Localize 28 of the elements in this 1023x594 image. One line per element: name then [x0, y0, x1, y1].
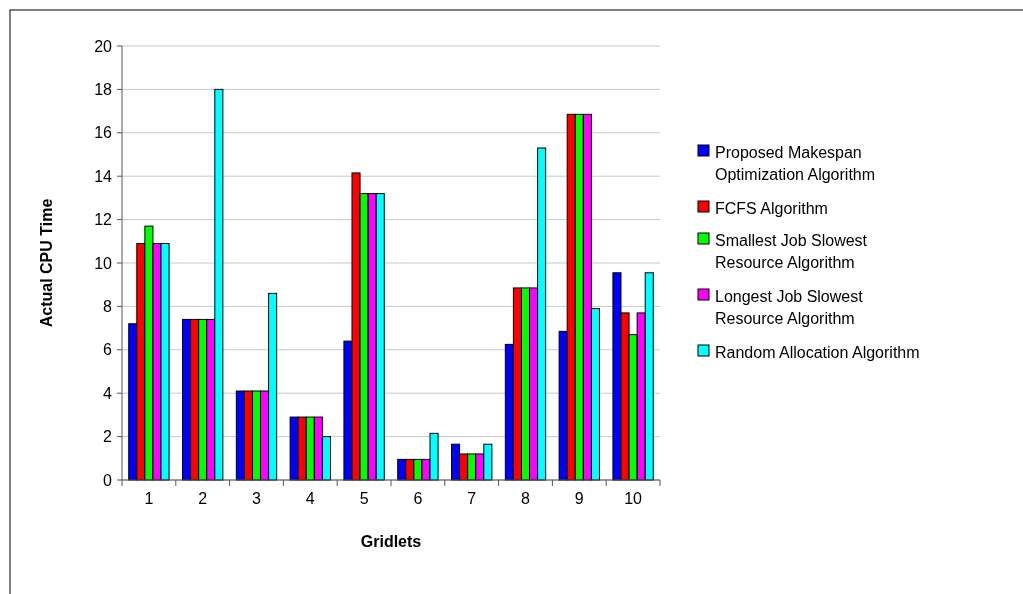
y-tick-label: 14: [94, 167, 113, 185]
x-tick-label: 1: [144, 490, 154, 507]
y-tick-label: 12: [94, 211, 113, 229]
x-tick-label: 8: [521, 490, 531, 507]
legend-label: Random Allocation Algorithm: [715, 343, 920, 361]
y-tick-label: 18: [94, 81, 113, 98]
x-tick-label: 5: [359, 490, 369, 507]
x-tick-label: 4: [305, 490, 315, 507]
legend-label: Proposed Makespan Optimization Algorithm: [715, 143, 876, 183]
x-tick-label: 2: [198, 490, 208, 507]
y-tick-label: 2: [103, 428, 113, 446]
x-tick-label: 9: [574, 490, 584, 507]
y-tick-label: 4: [103, 384, 113, 402]
y-tick-label: 0: [103, 471, 113, 489]
legend-label: FCFS Algorithm: [715, 199, 828, 217]
y-tick-label: 8: [103, 298, 113, 315]
legend-label: Longest Job Slowest Resource Algorithm: [715, 287, 864, 327]
y-tick-label: 16: [94, 124, 113, 142]
x-axis-title: Gridlets: [360, 533, 422, 550]
y-axis-title: Actual CPU Time: [38, 198, 55, 328]
x-tick-label: 3: [252, 490, 262, 507]
y-tick-label: 20: [94, 37, 113, 55]
x-tick-label: 6: [413, 490, 423, 507]
x-tick-label: 10: [624, 490, 643, 507]
x-tick-label: 7: [467, 490, 477, 507]
legend-label: Smallest Job Slowest Resource Algorithm: [715, 231, 868, 271]
y-tick-label: 6: [103, 341, 113, 359]
y-tick-label: 10: [94, 254, 113, 272]
